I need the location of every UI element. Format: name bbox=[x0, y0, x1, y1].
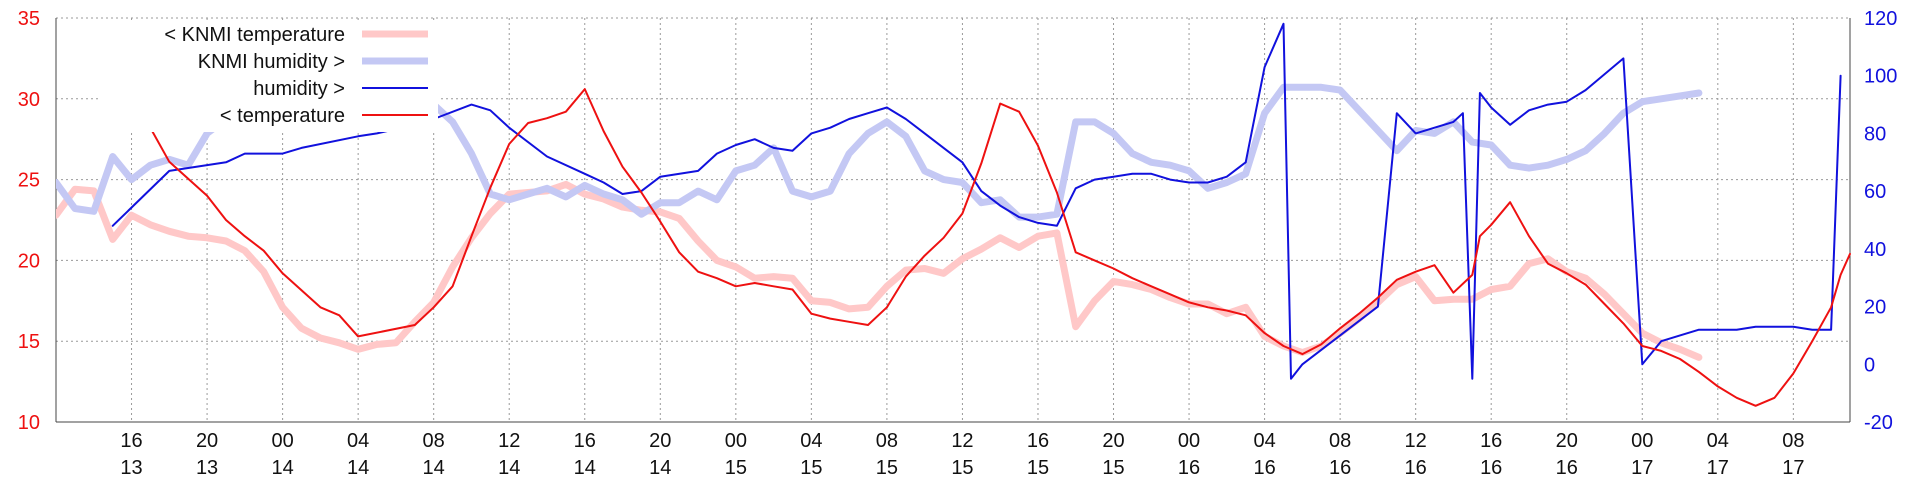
x-tick-hour-label: 08 bbox=[1329, 430, 1351, 452]
x-tick-day-label: 15 bbox=[876, 457, 898, 479]
x-tick-day-label: 16 bbox=[1178, 457, 1200, 479]
x-tick-day-label: 16 bbox=[1556, 457, 1578, 479]
x-tick-hour-label: 16 bbox=[1480, 430, 1502, 452]
legend-box bbox=[100, 20, 438, 132]
left-y-tick-label: 10 bbox=[18, 412, 40, 434]
x-tick-day-label: 14 bbox=[271, 457, 293, 479]
x-tick-day-label: 13 bbox=[196, 457, 218, 479]
x-tick-hour-label: 04 bbox=[1253, 430, 1275, 452]
right-y-tick-label: 120 bbox=[1864, 8, 1897, 30]
axis-layer: 10 15 20 25 30 35 -20 0 20 40 60 80 100 120 16 13 20 13 00… bbox=[18, 8, 1898, 479]
x-tick-hour-label: 16 bbox=[120, 430, 142, 452]
right-y-tick-label: 60 bbox=[1864, 181, 1886, 203]
x-tick-day-label: 15 bbox=[1027, 457, 1049, 479]
right-y-tick-label: 80 bbox=[1864, 123, 1886, 145]
series-line-knmi-temperature bbox=[56, 180, 1703, 361]
x-tick-hour-label: 00 bbox=[1631, 430, 1653, 452]
left-y-tick-label: 25 bbox=[18, 170, 40, 192]
x-tick-hour-label: 20 bbox=[196, 430, 218, 452]
x-tick-hour-label: 12 bbox=[498, 430, 520, 452]
x-tick-hour-label: 08 bbox=[423, 430, 445, 452]
x-tick-day-label: 17 bbox=[1782, 457, 1804, 479]
x-tick-day-label: 14 bbox=[347, 457, 369, 479]
x-tick-day-label: 16 bbox=[1405, 457, 1427, 479]
x-tick-day-label: 14 bbox=[498, 457, 520, 479]
x-tick-day-label: 17 bbox=[1707, 457, 1729, 479]
left-y-tick-label: 30 bbox=[18, 89, 40, 111]
x-tick-hour-label: 00 bbox=[271, 430, 293, 452]
x-tick-day-label: 17 bbox=[1631, 457, 1653, 479]
x-tick-hour-label: 04 bbox=[347, 430, 369, 452]
x-tick-day-label: 15 bbox=[1102, 457, 1124, 479]
x-tick-hour-label: 20 bbox=[649, 430, 671, 452]
x-tick-hour-label: 04 bbox=[800, 430, 822, 452]
right-y-tick-label: 40 bbox=[1864, 239, 1886, 261]
x-tick-day-label: 14 bbox=[649, 457, 671, 479]
x-tick-hour-label: 08 bbox=[1782, 430, 1804, 452]
legend-label-knmi-humidity: KNMI humidity > bbox=[198, 51, 345, 73]
right-y-tick-label: 0 bbox=[1864, 354, 1875, 376]
series-line-humidity bbox=[111, 22, 1842, 380]
x-tick-day-label: 16 bbox=[1329, 457, 1351, 479]
right-y-tick-label: -20 bbox=[1864, 412, 1893, 434]
legend-label-knmi-temperature: < KNMI temperature bbox=[164, 24, 345, 46]
x-tick-day-label: 16 bbox=[1480, 457, 1502, 479]
x-tick-hour-label: 12 bbox=[951, 430, 973, 452]
x-tick-hour-label: 16 bbox=[574, 430, 596, 452]
legend-label-temperature: < temperature bbox=[220, 105, 345, 127]
x-tick-hour-label: 12 bbox=[1405, 430, 1427, 452]
right-y-tick-label: 20 bbox=[1864, 297, 1886, 319]
x-tick-day-label: 15 bbox=[951, 457, 973, 479]
x-tick-hour-label: 20 bbox=[1102, 430, 1124, 452]
x-tick-hour-label: 04 bbox=[1707, 430, 1729, 452]
x-tick-hour-label: 08 bbox=[876, 430, 898, 452]
x-tick-hour-label: 00 bbox=[725, 430, 747, 452]
x-tick-day-label: 13 bbox=[120, 457, 142, 479]
right-y-tick-label: 100 bbox=[1864, 66, 1897, 88]
left-y-tick-label: 35 bbox=[18, 8, 40, 30]
x-tick-day-label: 15 bbox=[725, 457, 747, 479]
legend-label-humidity: humidity > bbox=[253, 78, 345, 100]
x-tick-day-label: 15 bbox=[800, 457, 822, 479]
left-y-tick-label: 15 bbox=[18, 331, 40, 353]
left-y-tick-label: 20 bbox=[18, 250, 40, 272]
x-tick-day-label: 14 bbox=[574, 457, 596, 479]
series-line-temperature bbox=[149, 88, 1851, 407]
x-tick-day-label: 14 bbox=[423, 457, 445, 479]
series-layer bbox=[56, 22, 1851, 407]
x-tick-hour-label: 20 bbox=[1556, 430, 1578, 452]
x-tick-hour-label: 00 bbox=[1178, 430, 1200, 452]
legend-layer: < KNMI temperature KNMI humidity > humidit… bbox=[100, 20, 438, 132]
x-tick-day-label: 16 bbox=[1253, 457, 1275, 479]
x-tick-hour-label: 16 bbox=[1027, 430, 1049, 452]
